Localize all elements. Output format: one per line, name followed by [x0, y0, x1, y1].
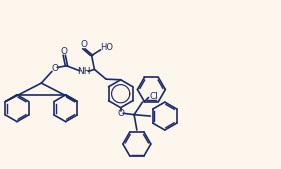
- Text: NH: NH: [78, 67, 91, 76]
- Text: HO: HO: [100, 43, 113, 52]
- Text: Cl: Cl: [149, 92, 158, 101]
- Text: O: O: [61, 47, 68, 56]
- Text: O: O: [117, 109, 124, 118]
- Text: O: O: [80, 40, 87, 49]
- Text: O: O: [51, 64, 58, 73]
